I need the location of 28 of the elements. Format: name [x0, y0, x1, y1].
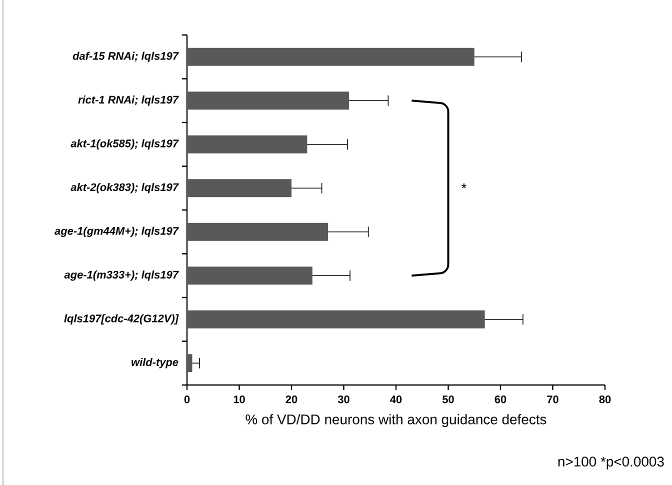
- bar: [187, 354, 192, 372]
- y-tick-label: akt-1(ok585); lqls197: [70, 139, 179, 150]
- bar: [187, 222, 328, 241]
- x-tick-label: 30: [338, 396, 350, 404]
- x-tick-label: 70: [547, 396, 558, 404]
- y-tick-label: rict-1 RNAi; lqls197: [78, 96, 179, 106]
- x-tick-label: 40: [390, 396, 402, 404]
- bar: [187, 92, 349, 110]
- x-tick-label: 20: [286, 396, 298, 404]
- y-tick-label: lqls197[cdc-42(G12V)]: [64, 314, 179, 324]
- y-tick-label: daf-15 RNAi; lqls197: [72, 52, 179, 62]
- x-tick-label: 50: [442, 396, 454, 404]
- bar: [187, 179, 292, 198]
- x-axis-title: % of VD/DD neurons with axon guidance defects: [246, 414, 546, 428]
- annotation: *: [461, 183, 466, 188]
- bar: [187, 135, 308, 154]
- y-tick-label: wild-type: [132, 358, 178, 368]
- bar: [187, 48, 474, 66]
- y-tick-label: age-1(m333+); lqls197: [64, 270, 179, 281]
- y-tick-label: age-1(gm44M+); lqls197: [54, 226, 179, 237]
- x-tick-label: 0: [184, 396, 190, 404]
- x-tick-label: 10: [234, 396, 245, 404]
- text: n>100 *p<0.0003: [558, 456, 664, 470]
- x-tick-label: 60: [494, 396, 506, 404]
- y-tick-label: akt-2(ok383); lqls197: [70, 183, 179, 194]
- x-tick-label: 80: [599, 396, 611, 404]
- bar: [187, 310, 485, 328]
- bar: [187, 266, 312, 285]
